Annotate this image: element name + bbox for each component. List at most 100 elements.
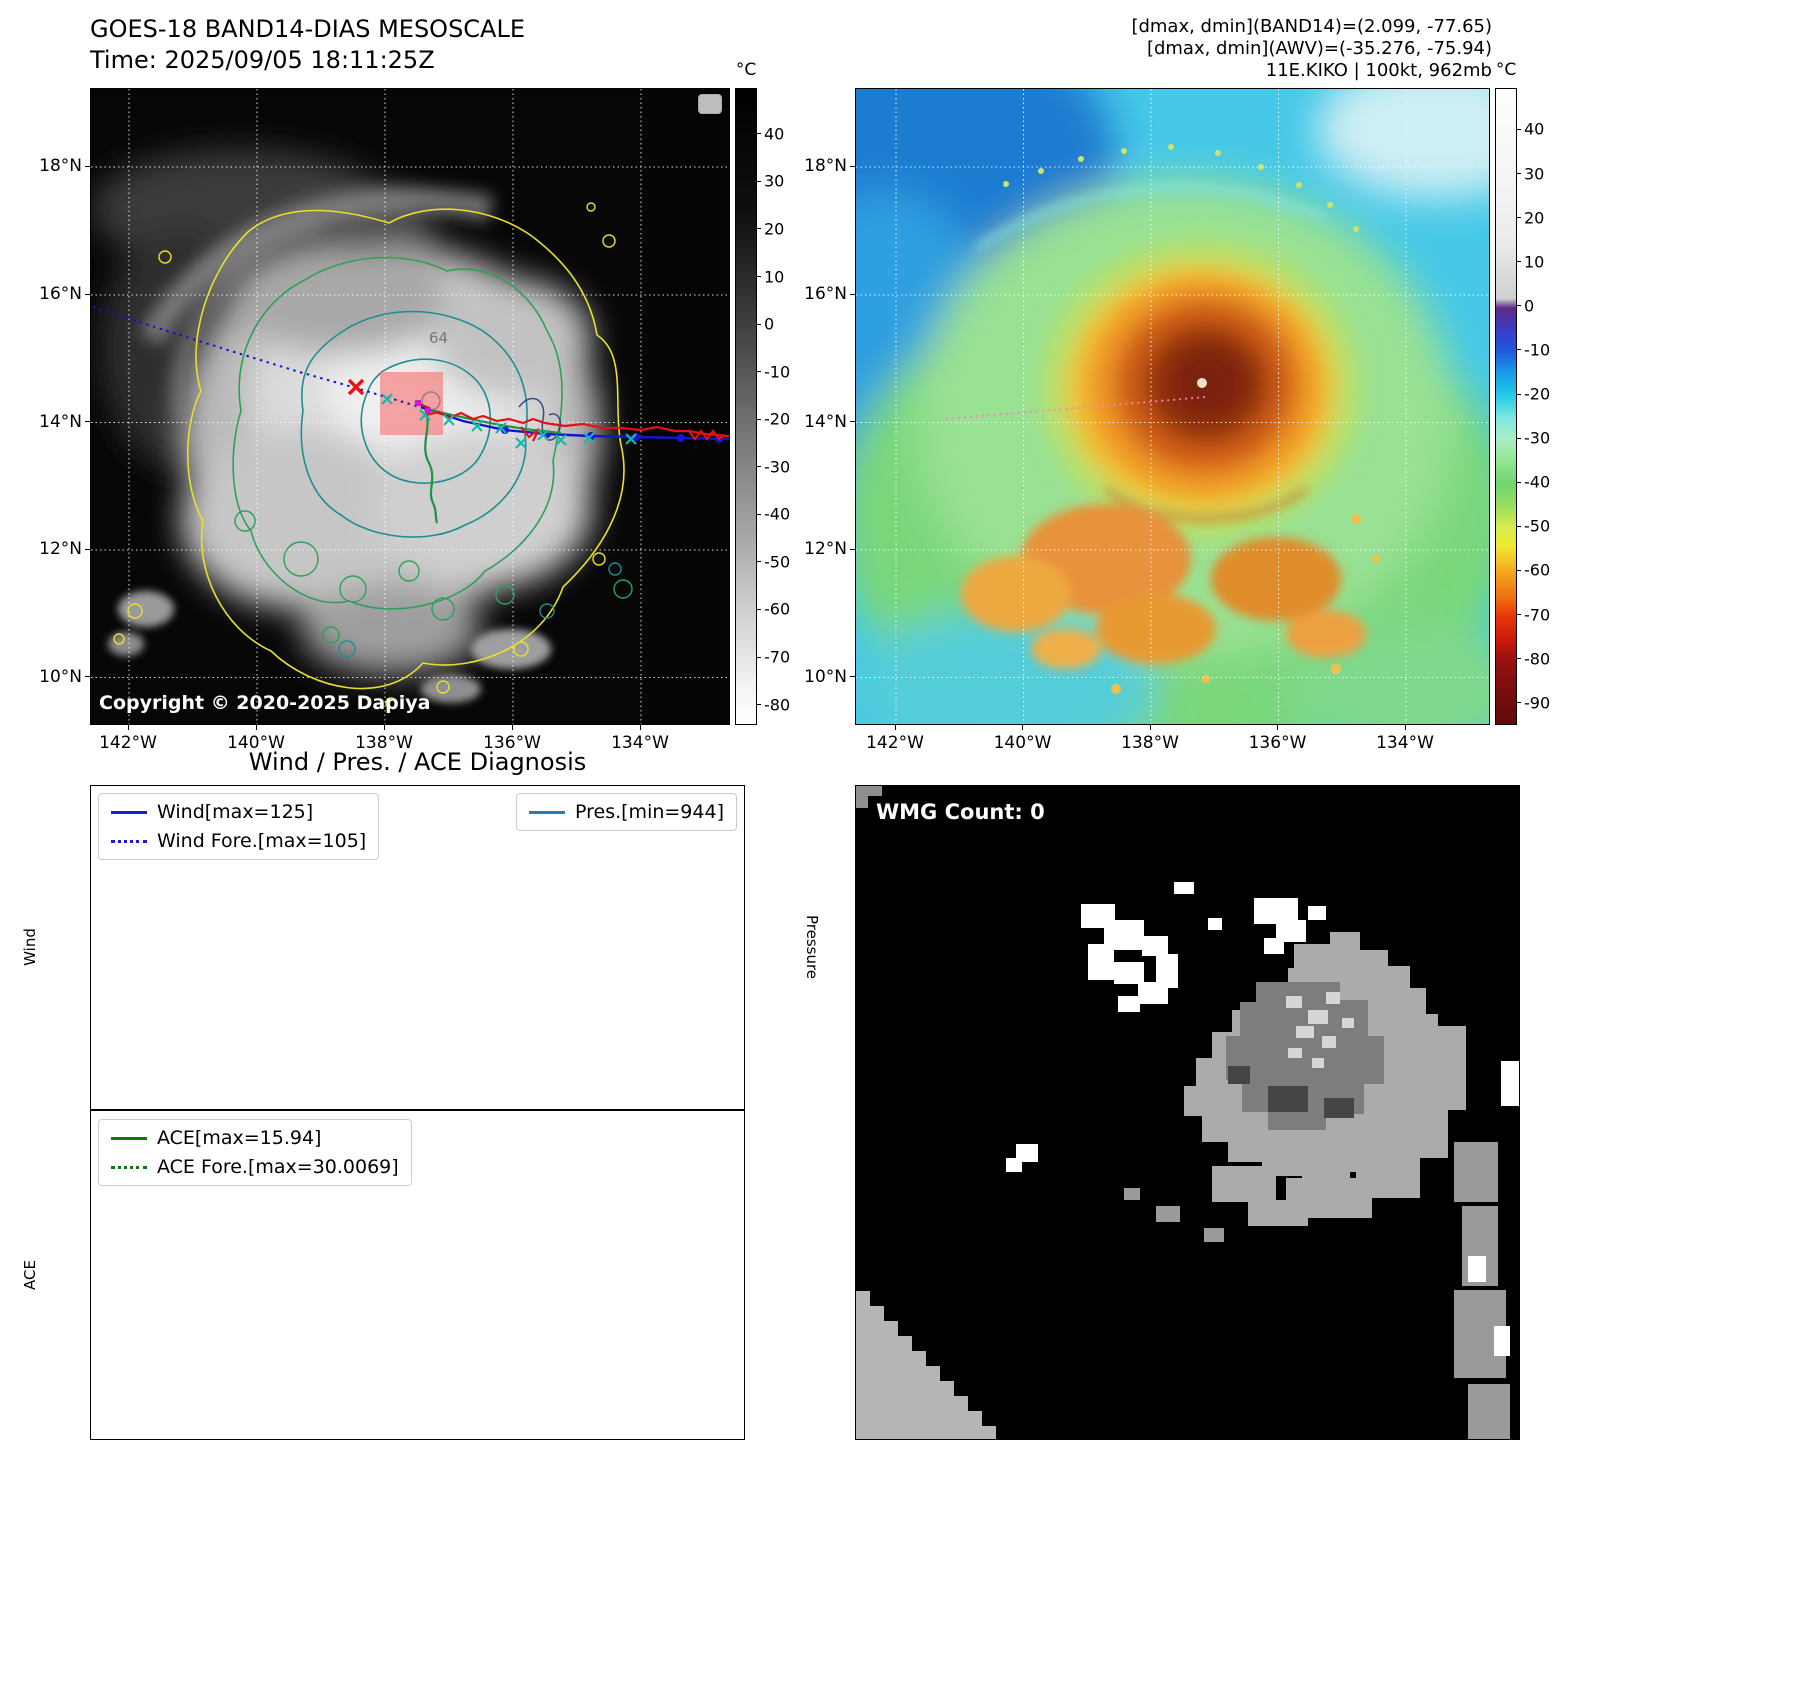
goes-band14-map-image: 64: [91, 89, 729, 724]
wind-forecast-legend-label: Wind Fore.[max=105]: [157, 830, 367, 852]
color-colorbar-unit: °C: [1495, 60, 1517, 80]
ace-legend: ACE[max=15.94] ACE Fore.[max=30.0069]: [98, 1119, 412, 1186]
colorbar-tick-label: -40: [1524, 472, 1551, 492]
colorbar-tick-label: -70: [764, 647, 791, 667]
tick-mark: [757, 180, 761, 182]
lon-tick-label: 138°W: [1121, 733, 1179, 753]
colorbar-tick-label: -10: [764, 362, 791, 382]
colorbar-tick-label: 40: [1524, 119, 1545, 139]
colorbar-tick-label: -50: [764, 552, 791, 572]
tick-mark: [757, 513, 761, 515]
tick-mark: [850, 293, 855, 295]
dark-patches: [1228, 1066, 1354, 1118]
colorbar-tick-label: 30: [764, 171, 785, 191]
colorbar-tick-label: 20: [764, 219, 785, 239]
corner-pixels: [856, 786, 882, 808]
colorbar-tick-label: 0: [1524, 296, 1535, 316]
lat-tick-label: 14°N: [804, 411, 847, 432]
copyright-text: Copyright © 2020-2025 Dapiya: [99, 692, 431, 714]
color-ir-map: [855, 88, 1490, 725]
map-legend: [698, 94, 722, 114]
colorbar-tick-label: 20: [1524, 208, 1545, 228]
cold-ring-speckles: [1003, 144, 1359, 232]
yellow-speckles: [113, 202, 616, 709]
wmg-map-image: [856, 786, 1519, 1439]
tick-mark: [1517, 614, 1521, 615]
tick-mark: [757, 371, 761, 373]
colorbar-tick-label: -60: [764, 599, 791, 619]
legend-item: Wind Fore.[max=105]: [111, 830, 366, 852]
lat-tick-label: 18°N: [39, 156, 82, 176]
ace-legend-label: ACE[max=15.94]: [157, 1127, 322, 1149]
tick-mark: [383, 725, 385, 730]
tick-mark: [894, 725, 896, 730]
ace-chart: [90, 1110, 745, 1440]
pressure-legend-label: Pres.[min=944]: [575, 801, 724, 823]
goes-title: GOES-18 BAND14-DIAS MESOSCALE Time: 2025…: [90, 14, 525, 76]
colorbar-tick-label: -50: [1524, 516, 1551, 536]
legend-item: ACE Fore.[max=30.0069]: [111, 1156, 399, 1178]
tick-mark: [1517, 437, 1521, 439]
white-pixel-clusters: [1006, 882, 1326, 1172]
colorbar-tick-label: -30: [1524, 428, 1551, 448]
edge-white-bits: [1468, 1061, 1519, 1356]
ir-colorbar-unit: °C: [735, 60, 757, 80]
tick-mark: [85, 293, 90, 295]
lon-tick-label: 142°W: [99, 733, 157, 753]
light-speckles: [1286, 992, 1354, 1068]
goes-band14-map: 64: [90, 88, 730, 725]
tick-mark: [1517, 349, 1521, 351]
target-x-icon: [347, 378, 365, 396]
tick-mark: [85, 548, 90, 550]
lon-tick-label: 136°W: [1248, 733, 1307, 753]
lat-tick-label: 16°N: [804, 284, 847, 304]
wind-forecast-line-sample-icon: [111, 839, 147, 843]
dmax-band14-text: [dmax, dmin](BAND14)=(2.099, -77.65): [1131, 16, 1492, 37]
corner-triangle: [856, 1291, 996, 1439]
lon-tick-label: 138°W: [355, 733, 413, 753]
tick-mark: [757, 133, 761, 135]
tick-mark: [85, 676, 90, 677]
legend-item: Wind[max=125]: [111, 801, 366, 823]
wind-line-sample-icon: [111, 810, 147, 814]
tick-mark: [1517, 569, 1521, 571]
outer-cloud-arcs: [139, 187, 494, 422]
tick-mark: [1517, 305, 1521, 307]
tick-mark: [255, 725, 257, 730]
wind-axis-label: Wind: [21, 928, 39, 966]
lat-tick-label: 18°N: [804, 156, 847, 176]
goes-title-line1: GOES-18 BAND14-DIAS MESOSCALE: [90, 15, 526, 43]
colorbar-tick-label: -70: [1524, 605, 1551, 624]
tick-mark: [850, 165, 855, 167]
colorbar-tick-label: 40: [764, 124, 785, 144]
colorbar-tick-label: 0: [764, 314, 775, 334]
lat-tick-label: 14°N: [39, 411, 82, 432]
tick-mark: [757, 323, 761, 325]
goes-title-line2: Time: 2025/09/05 18:11:25Z: [90, 46, 435, 74]
lon-tick-label: 136°W: [483, 733, 541, 753]
colorbar-tick-label: -10: [1524, 340, 1551, 360]
lat-tick-label: 12°N: [804, 539, 847, 559]
wind-legend: Wind[max=125] Wind Fore.[max=105]: [98, 793, 380, 860]
tick-mark: [757, 704, 761, 706]
tick-mark: [757, 608, 761, 610]
teal-speckles: [338, 562, 622, 658]
lon-tick-label: 134°W: [611, 733, 669, 753]
colorbar-tick-label: -90: [1524, 693, 1551, 713]
lat-tick-label: 12°N: [39, 539, 82, 559]
tick-mark: [757, 561, 761, 563]
tick-mark: [850, 421, 855, 422]
legend-item: Pres.[min=944]: [529, 801, 724, 823]
tick-mark: [85, 165, 90, 167]
tick-mark: [850, 676, 855, 677]
green-speckles: [234, 510, 633, 644]
ace-line-sample-icon: [111, 1136, 147, 1140]
ace-forecast-line-sample-icon: [111, 1165, 147, 1169]
lon-tick-label: 142°W: [866, 733, 924, 753]
colorbar-tick-label: -40: [764, 504, 791, 524]
tick-mark: [757, 656, 761, 658]
tick-mark: [1517, 217, 1521, 219]
lat-tick-label: 16°N: [39, 284, 82, 304]
colorbar-tick-label: -80: [1524, 649, 1551, 669]
